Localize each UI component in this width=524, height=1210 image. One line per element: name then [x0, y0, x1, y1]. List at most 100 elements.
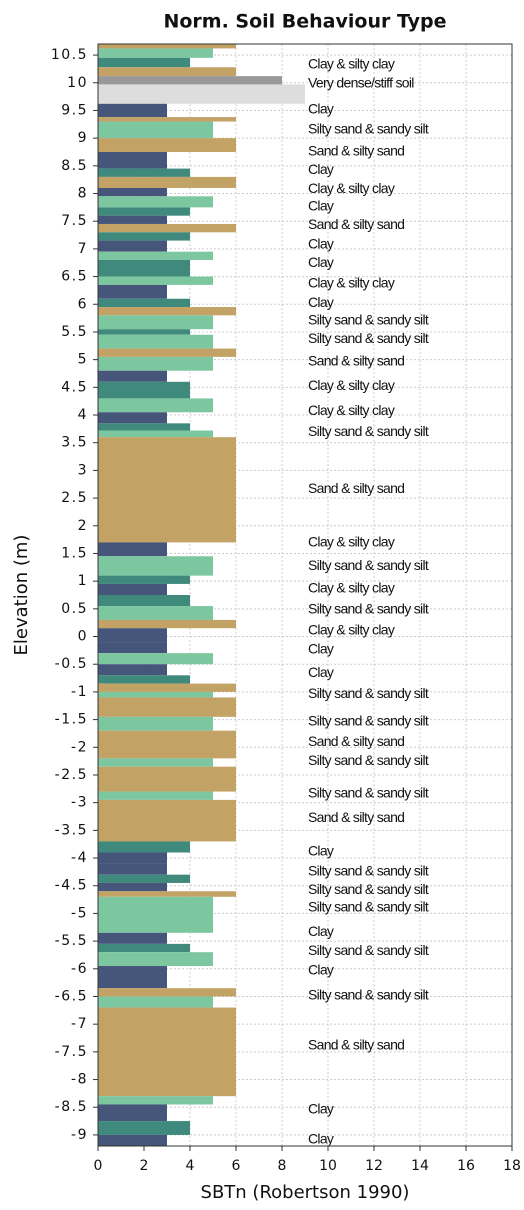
annotation: Silty sand & sandy silt — [308, 752, 429, 768]
soil-layer — [98, 356, 213, 371]
annotation: Very dense/stiff soil — [308, 75, 414, 91]
soil-layer — [98, 791, 213, 800]
soil-layer — [98, 996, 213, 1008]
y-tick-label: -3 — [71, 795, 88, 811]
soil-layer — [98, 381, 190, 399]
soil-layer — [98, 117, 236, 122]
y-tick-label: 1 — [78, 573, 88, 589]
soil-layer — [98, 716, 213, 731]
soil-layer — [98, 48, 213, 58]
soil-layer — [98, 430, 213, 438]
x-tick-label: 18 — [503, 1158, 521, 1174]
y-tick-label: 1.5 — [61, 545, 88, 561]
annotation: Clay & silty clay — [308, 274, 395, 290]
soil-layer — [98, 223, 236, 233]
annotation: Clay — [308, 664, 334, 680]
soil-layer — [98, 84, 305, 104]
soil-layer — [98, 697, 236, 717]
annotation: Silty sand & sandy silt — [308, 899, 429, 915]
y-tick-label: 9.5 — [61, 102, 88, 118]
y-tick-label: 7 — [78, 241, 88, 257]
soil-layer — [98, 307, 236, 316]
soil-layer — [98, 215, 167, 224]
annotation: Clay & silty clay — [308, 180, 395, 196]
x-tick-label: 0 — [94, 1158, 103, 1174]
soil-layer — [98, 683, 236, 692]
annotation: Sand & silty sand — [308, 1036, 404, 1052]
soil-layer — [98, 334, 213, 349]
soil-layer — [98, 575, 190, 584]
soil-layer — [98, 57, 190, 68]
annotation: Clay & silty clay — [308, 377, 395, 393]
y-tick-label: -5.5 — [55, 933, 88, 949]
soil-layer — [98, 67, 236, 77]
soil-layer — [98, 76, 282, 85]
annotation: Silty sand & sandy silt — [308, 330, 429, 346]
y-tick-label: 3 — [78, 462, 88, 478]
annotation: Silty sand & sandy silt — [308, 785, 429, 801]
soil-layer — [98, 232, 190, 241]
y-tick-label: 9 — [78, 130, 88, 146]
soil-layer — [98, 988, 236, 997]
x-tick-label: 14 — [411, 1158, 429, 1174]
soil-layer — [98, 799, 236, 842]
soil-layer — [98, 121, 213, 139]
soil-layer — [98, 259, 190, 277]
soil-layer — [98, 943, 190, 953]
annotation: Clay & silty clay — [308, 622, 395, 638]
x-tick-label: 6 — [232, 1158, 241, 1174]
y-tick-label: -2 — [71, 739, 88, 755]
annotation: Clay — [308, 236, 334, 252]
soil-layer — [98, 1007, 236, 1097]
soil-layer — [98, 664, 167, 676]
soil-layer — [98, 187, 167, 197]
soil-layer — [98, 1096, 213, 1105]
annotation: Clay — [308, 161, 334, 177]
x-axis-label: SBTn (Robertson 1990) — [201, 1182, 410, 1203]
annotation: Clay — [308, 843, 334, 859]
y-tick-label: 3.5 — [61, 435, 88, 451]
y-tick-label: -8 — [71, 1072, 88, 1088]
y-tick-label: -1 — [71, 684, 88, 700]
y-tick-label: 5 — [78, 352, 88, 368]
soil-layer — [98, 595, 190, 607]
annotation: Clay & silty clay — [308, 580, 395, 596]
soil-layer — [98, 691, 213, 698]
annotation: Clay — [308, 294, 334, 310]
annotation: Sand & silty sand — [308, 809, 404, 825]
soil-layer — [98, 882, 167, 892]
soil-layer — [98, 168, 190, 177]
soil-layer — [98, 1134, 167, 1146]
annotation: Clay & silty clay — [308, 402, 395, 418]
soil-layer — [98, 370, 167, 382]
soil-layer — [98, 606, 213, 620]
y-tick-label: -7 — [71, 1016, 88, 1032]
annotation: Silty sand & sandy silt — [308, 942, 429, 958]
soil-layer — [98, 874, 190, 883]
y-tick-label: 10.5 — [51, 47, 88, 63]
y-tick-label: 10 — [67, 75, 88, 91]
soil-layer — [98, 583, 167, 595]
soil-layer — [98, 932, 167, 944]
y-tick-label: -8.5 — [55, 1099, 88, 1115]
annotation: Silty sand & sandy silt — [308, 312, 429, 328]
soil-layer — [98, 628, 167, 643]
annotation: Clay — [308, 641, 334, 657]
soil-layer — [98, 240, 167, 252]
soil-layer — [98, 1104, 167, 1122]
soil-layer — [98, 437, 236, 543]
y-tick-label: 6 — [78, 296, 88, 312]
soil-layer — [98, 284, 167, 299]
annotation: Clay — [308, 1131, 334, 1147]
soil-layer — [98, 841, 190, 853]
y-tick-label: 2 — [78, 518, 88, 534]
soil-layer — [98, 758, 213, 767]
soil-layer — [98, 863, 167, 875]
y-tick-label: 8 — [78, 186, 88, 202]
soil-layer — [98, 642, 167, 654]
y-tick-label: 0 — [78, 629, 88, 645]
soil-layer — [98, 176, 236, 188]
x-tick-label: 8 — [278, 1158, 287, 1174]
annotation: Clay — [308, 1101, 334, 1117]
